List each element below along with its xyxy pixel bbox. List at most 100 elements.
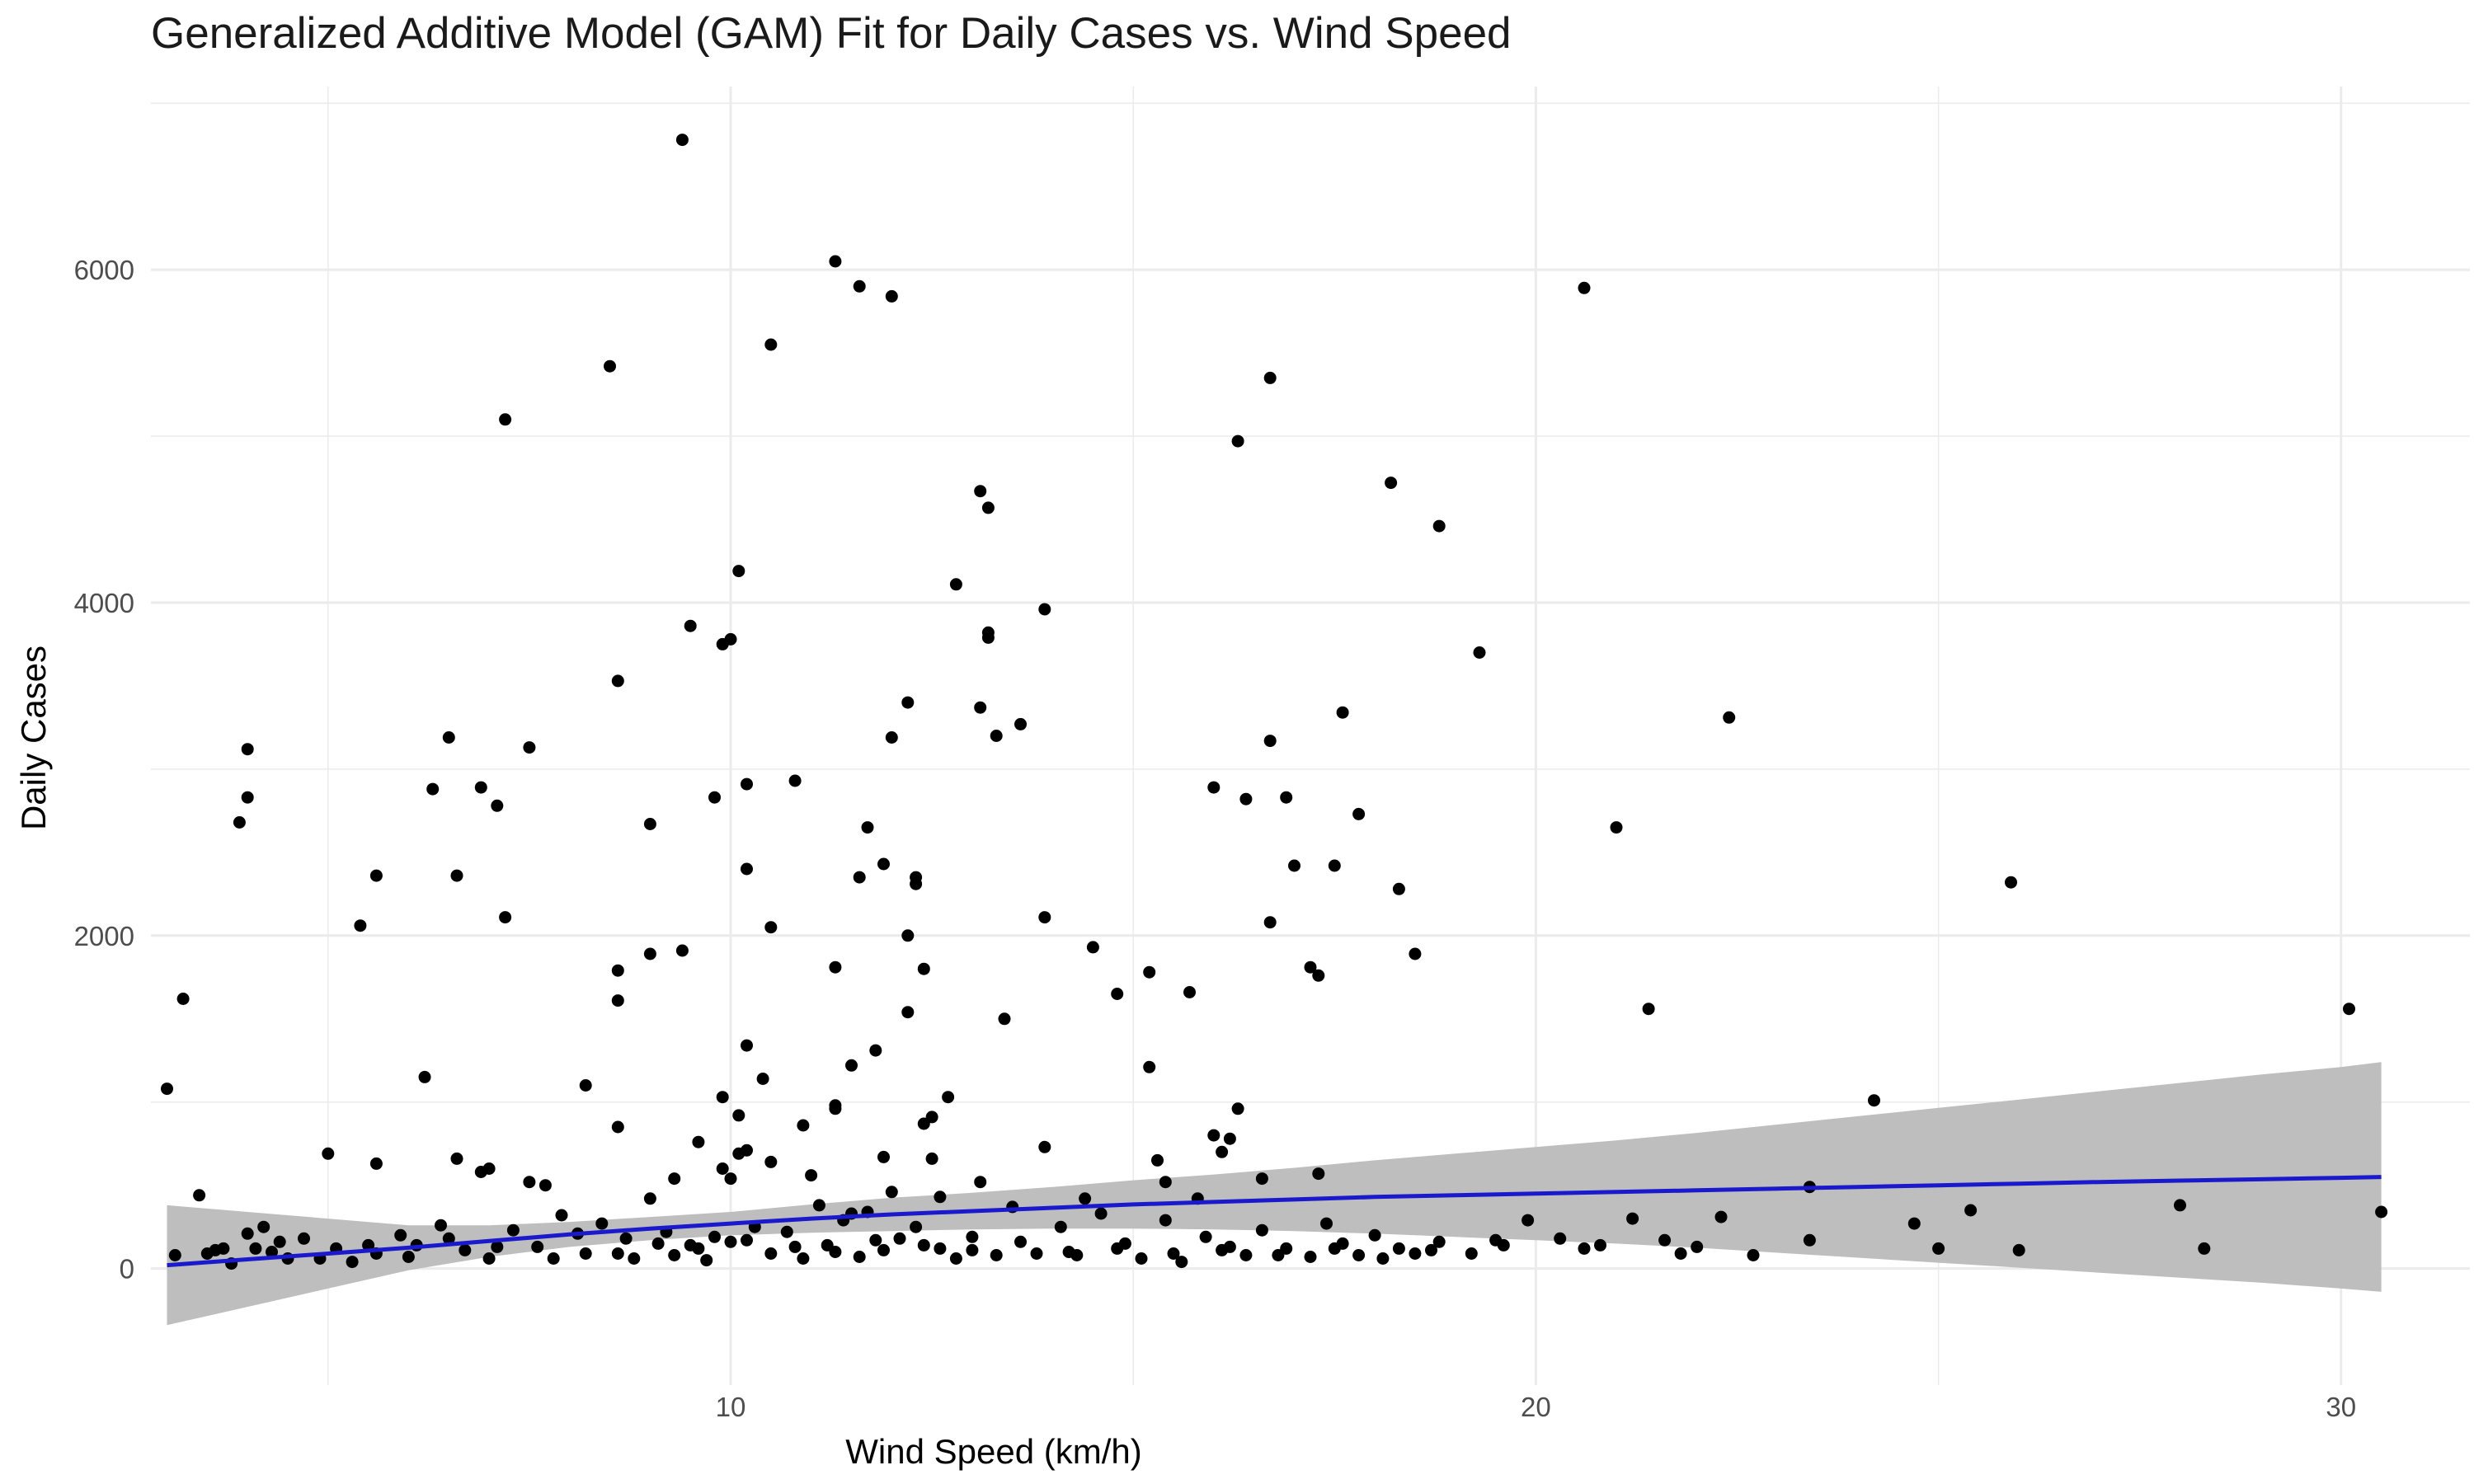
data-point <box>1465 1247 1478 1260</box>
data-point <box>523 1176 536 1189</box>
data-point <box>579 1079 592 1092</box>
data-point <box>1376 1252 1390 1265</box>
data-point <box>829 960 842 974</box>
data-point <box>797 1119 810 1132</box>
data-point <box>1038 911 1051 924</box>
data-point <box>708 1230 721 1243</box>
data-point <box>1231 434 1244 448</box>
data-point <box>885 1186 898 1199</box>
data-point <box>418 1070 431 1083</box>
data-point <box>2343 1003 2355 1016</box>
data-point <box>949 578 962 591</box>
data-point <box>829 1102 842 1115</box>
data-point <box>1199 1230 1212 1243</box>
data-point <box>322 1147 335 1160</box>
data-point <box>716 1091 729 1104</box>
data-point <box>934 1190 947 1204</box>
data-point <box>402 1251 415 1263</box>
data-point <box>491 1240 504 1253</box>
data-point <box>966 1230 979 1243</box>
data-point <box>643 1192 656 1205</box>
data-point <box>499 911 512 924</box>
data-point <box>266 1246 278 1258</box>
data-point <box>1312 969 1325 982</box>
data-point <box>193 1189 206 1202</box>
data-point <box>1723 711 1736 724</box>
data-point <box>675 944 689 957</box>
data-point <box>1312 1167 1325 1181</box>
data-point <box>506 1223 520 1237</box>
data-point <box>1658 1233 1672 1247</box>
data-point <box>611 1120 624 1134</box>
gam-fit-line <box>167 1175 2382 1268</box>
data-point <box>474 781 487 794</box>
data-point <box>539 1179 552 1192</box>
data-point <box>829 1246 842 1258</box>
data-point <box>812 1199 825 1212</box>
data-point <box>168 1249 181 1261</box>
data-point <box>435 1219 447 1232</box>
data-point <box>990 1249 1003 1261</box>
data-point <box>692 1242 705 1255</box>
data-point <box>1425 1243 1437 1256</box>
data-point <box>1304 1251 1317 1263</box>
data-point <box>1868 1094 1880 1107</box>
data-point <box>273 1235 286 1248</box>
data-point <box>853 871 866 884</box>
data-point <box>1352 1249 1366 1261</box>
data-point <box>724 1172 737 1186</box>
data-point <box>788 774 802 787</box>
data-point <box>1691 1240 1704 1253</box>
data-point <box>981 501 995 514</box>
data-point <box>298 1232 310 1245</box>
y-tick-label: 6000 <box>74 255 134 285</box>
x-axis-title: Wind Speed (km/h) <box>845 1432 1141 1471</box>
data-point <box>611 964 624 977</box>
axis-tick-labels: 10 20 30 0 2000 4000 6000 <box>74 255 2357 1422</box>
data-point <box>917 1238 930 1252</box>
data-point <box>346 1256 359 1269</box>
data-point <box>499 413 512 426</box>
data-point <box>764 338 778 351</box>
data-point <box>1079 1192 1092 1205</box>
data-point <box>1223 1132 1236 1145</box>
data-point <box>764 921 778 934</box>
data-point <box>724 1235 737 1248</box>
data-point <box>1578 1242 1591 1255</box>
data-point <box>369 869 383 882</box>
data-point <box>369 1157 383 1170</box>
data-point <box>1231 1102 1244 1115</box>
data-point <box>1610 821 1623 834</box>
data-point <box>1054 1220 1067 1233</box>
data-point <box>1094 1207 1108 1220</box>
data-point <box>780 1225 793 1238</box>
scatter-points <box>161 134 2388 1270</box>
data-point <box>1280 791 1293 804</box>
data-point <box>1263 371 1277 384</box>
data-point <box>877 857 890 871</box>
data-point <box>643 818 656 830</box>
data-point <box>1223 1240 1236 1253</box>
data-point <box>893 1232 906 1245</box>
data-point <box>426 782 440 796</box>
y-tick-label: 2000 <box>74 921 134 951</box>
data-point <box>797 1252 810 1265</box>
data-point <box>910 1220 923 1233</box>
data-point <box>877 1150 890 1163</box>
data-point <box>450 869 463 882</box>
data-point <box>1143 1060 1156 1073</box>
data-point <box>1038 603 1051 616</box>
data-point <box>1907 1217 1921 1230</box>
data-point <box>1432 519 1446 533</box>
data-point <box>2012 1243 2025 1256</box>
data-point <box>241 1227 254 1240</box>
data-point <box>1522 1214 1535 1227</box>
data-point <box>901 929 915 942</box>
data-point <box>1336 706 1349 719</box>
data-point <box>161 1082 173 1096</box>
data-point <box>628 1252 641 1265</box>
data-point <box>949 1252 962 1265</box>
y-tick-label: 0 <box>120 1254 134 1284</box>
confidence-band-group <box>167 1062 2382 1326</box>
data-point <box>1747 1249 1760 1261</box>
